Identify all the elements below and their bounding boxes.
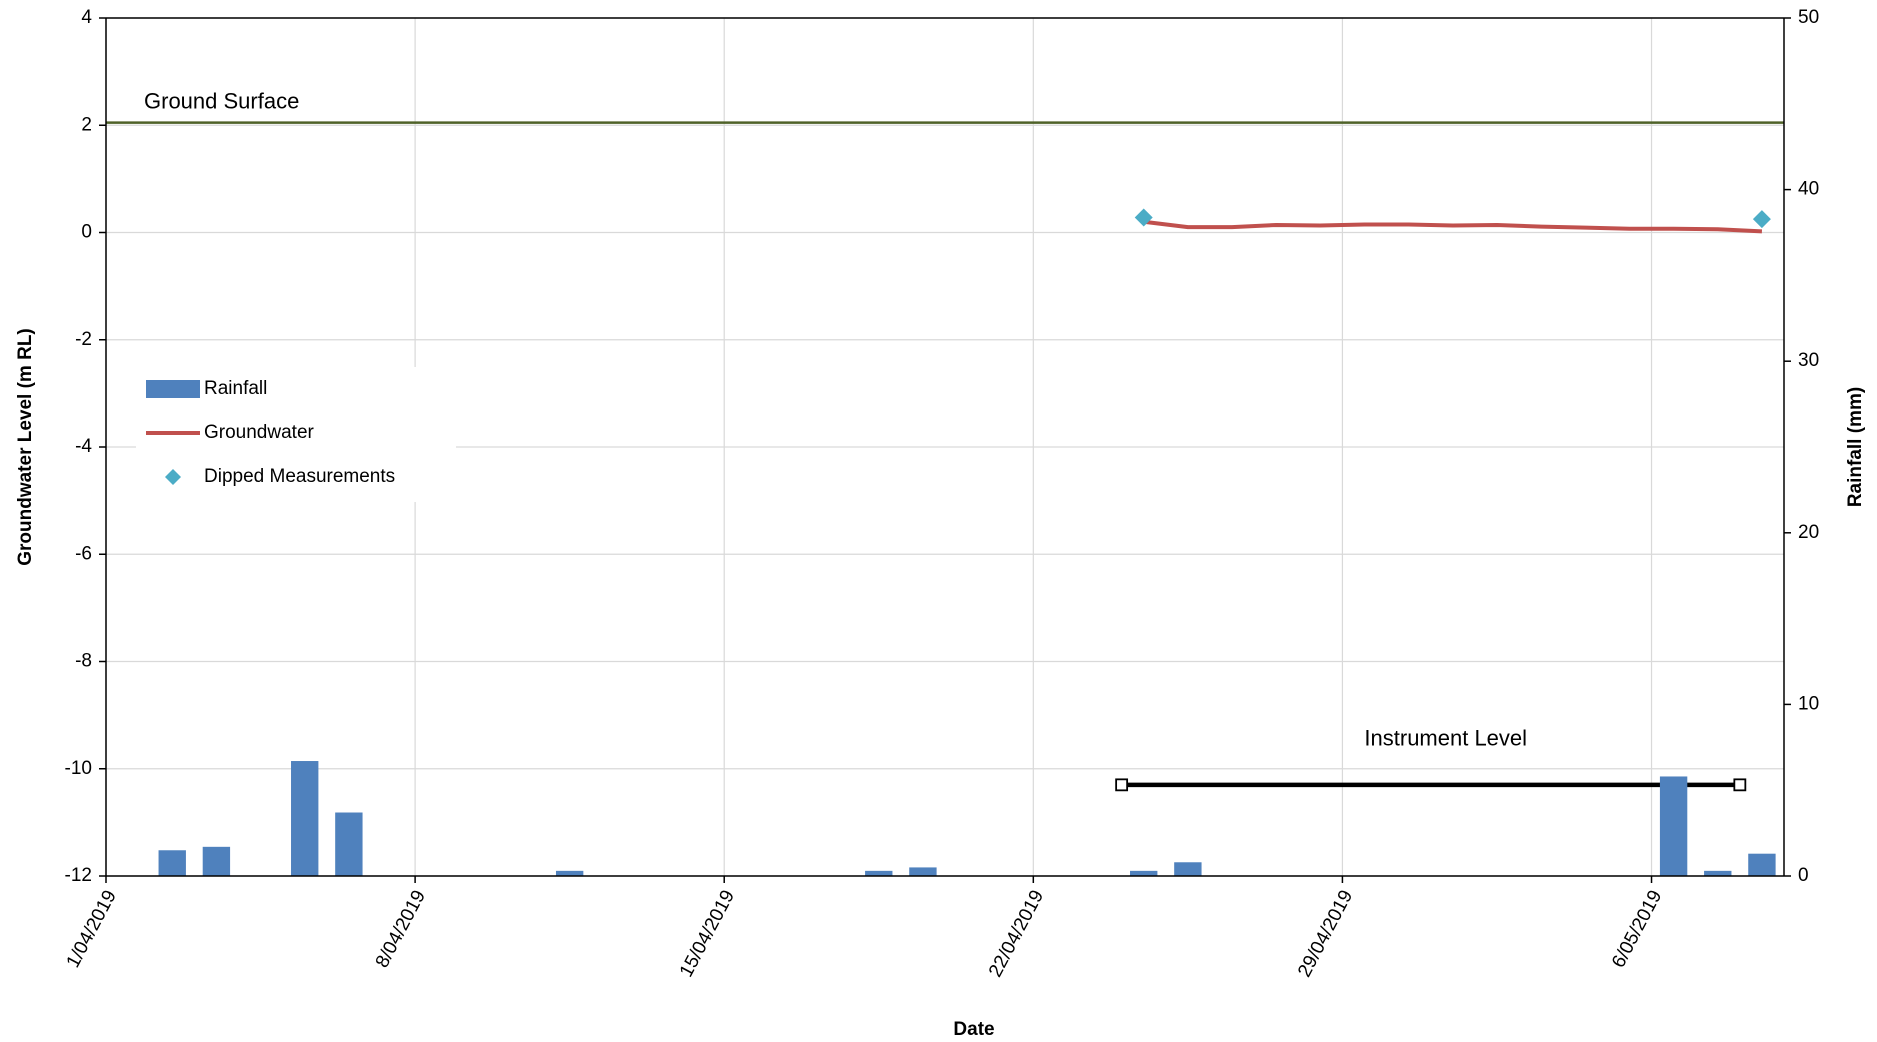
marker	[1134, 208, 1153, 227]
y2-tick-label: 40	[1798, 179, 1819, 200]
y-tick-label: -4	[75, 436, 92, 457]
y-tick-label: -12	[65, 865, 92, 886]
bar	[1748, 853, 1776, 876]
legend: Rainfall Groundwater Dipped Measurements	[136, 367, 456, 502]
y-tick-label: 0	[81, 222, 92, 243]
y-tick-label: 4	[81, 7, 92, 28]
y2-tick-label: 30	[1798, 350, 1819, 371]
bar	[1174, 862, 1202, 876]
x-tick-label: 6/05/2019	[1608, 887, 1666, 971]
y-axis-label: Groundwater Level (m RL)	[15, 328, 36, 566]
x-tick-label: 8/04/2019	[372, 887, 430, 971]
bar	[555, 870, 584, 876]
bar	[1704, 870, 1732, 876]
bar	[909, 867, 937, 876]
y2-axis-label: Rainfall (mm)	[1845, 387, 1866, 507]
y2-tick-label: 0	[1798, 865, 1809, 886]
legend-label: Dipped Measurements	[204, 466, 395, 487]
annotation: Ground Surface	[144, 88, 299, 113]
legend-label: Groundwater	[204, 422, 315, 443]
x-axis-label: Date	[953, 1019, 994, 1040]
annotation: Instrument Level	[1364, 726, 1527, 751]
marker	[1752, 210, 1771, 229]
legend-label: Rainfall	[204, 378, 267, 399]
y2-tick-label: 10	[1798, 693, 1819, 714]
x-tick-label: 29/04/2019	[1294, 887, 1357, 981]
bar	[291, 761, 319, 876]
end-marker	[1115, 778, 1129, 792]
x-tick-label: 15/04/2019	[676, 887, 739, 981]
bar	[335, 812, 363, 876]
legend-swatch	[165, 469, 181, 485]
y-tick-label: -8	[75, 651, 92, 672]
y2-tick-label: 50	[1798, 7, 1819, 28]
bar	[1130, 870, 1158, 876]
x-tick-label: 22/04/2019	[985, 887, 1048, 981]
y-tick-label: -2	[75, 329, 92, 350]
bar	[158, 850, 186, 876]
legend-swatch	[146, 380, 200, 398]
bar	[865, 870, 893, 876]
line	[1143, 219, 1763, 234]
x-tick-label: 1/04/2019	[63, 887, 121, 971]
bar	[1659, 776, 1688, 876]
end-marker	[1733, 778, 1747, 792]
y-tick-label: -10	[65, 758, 92, 779]
y2-tick-label: 20	[1798, 522, 1819, 543]
y-tick-label: 2	[81, 114, 92, 135]
y-tick-label: -6	[75, 543, 92, 564]
bar	[202, 846, 231, 876]
